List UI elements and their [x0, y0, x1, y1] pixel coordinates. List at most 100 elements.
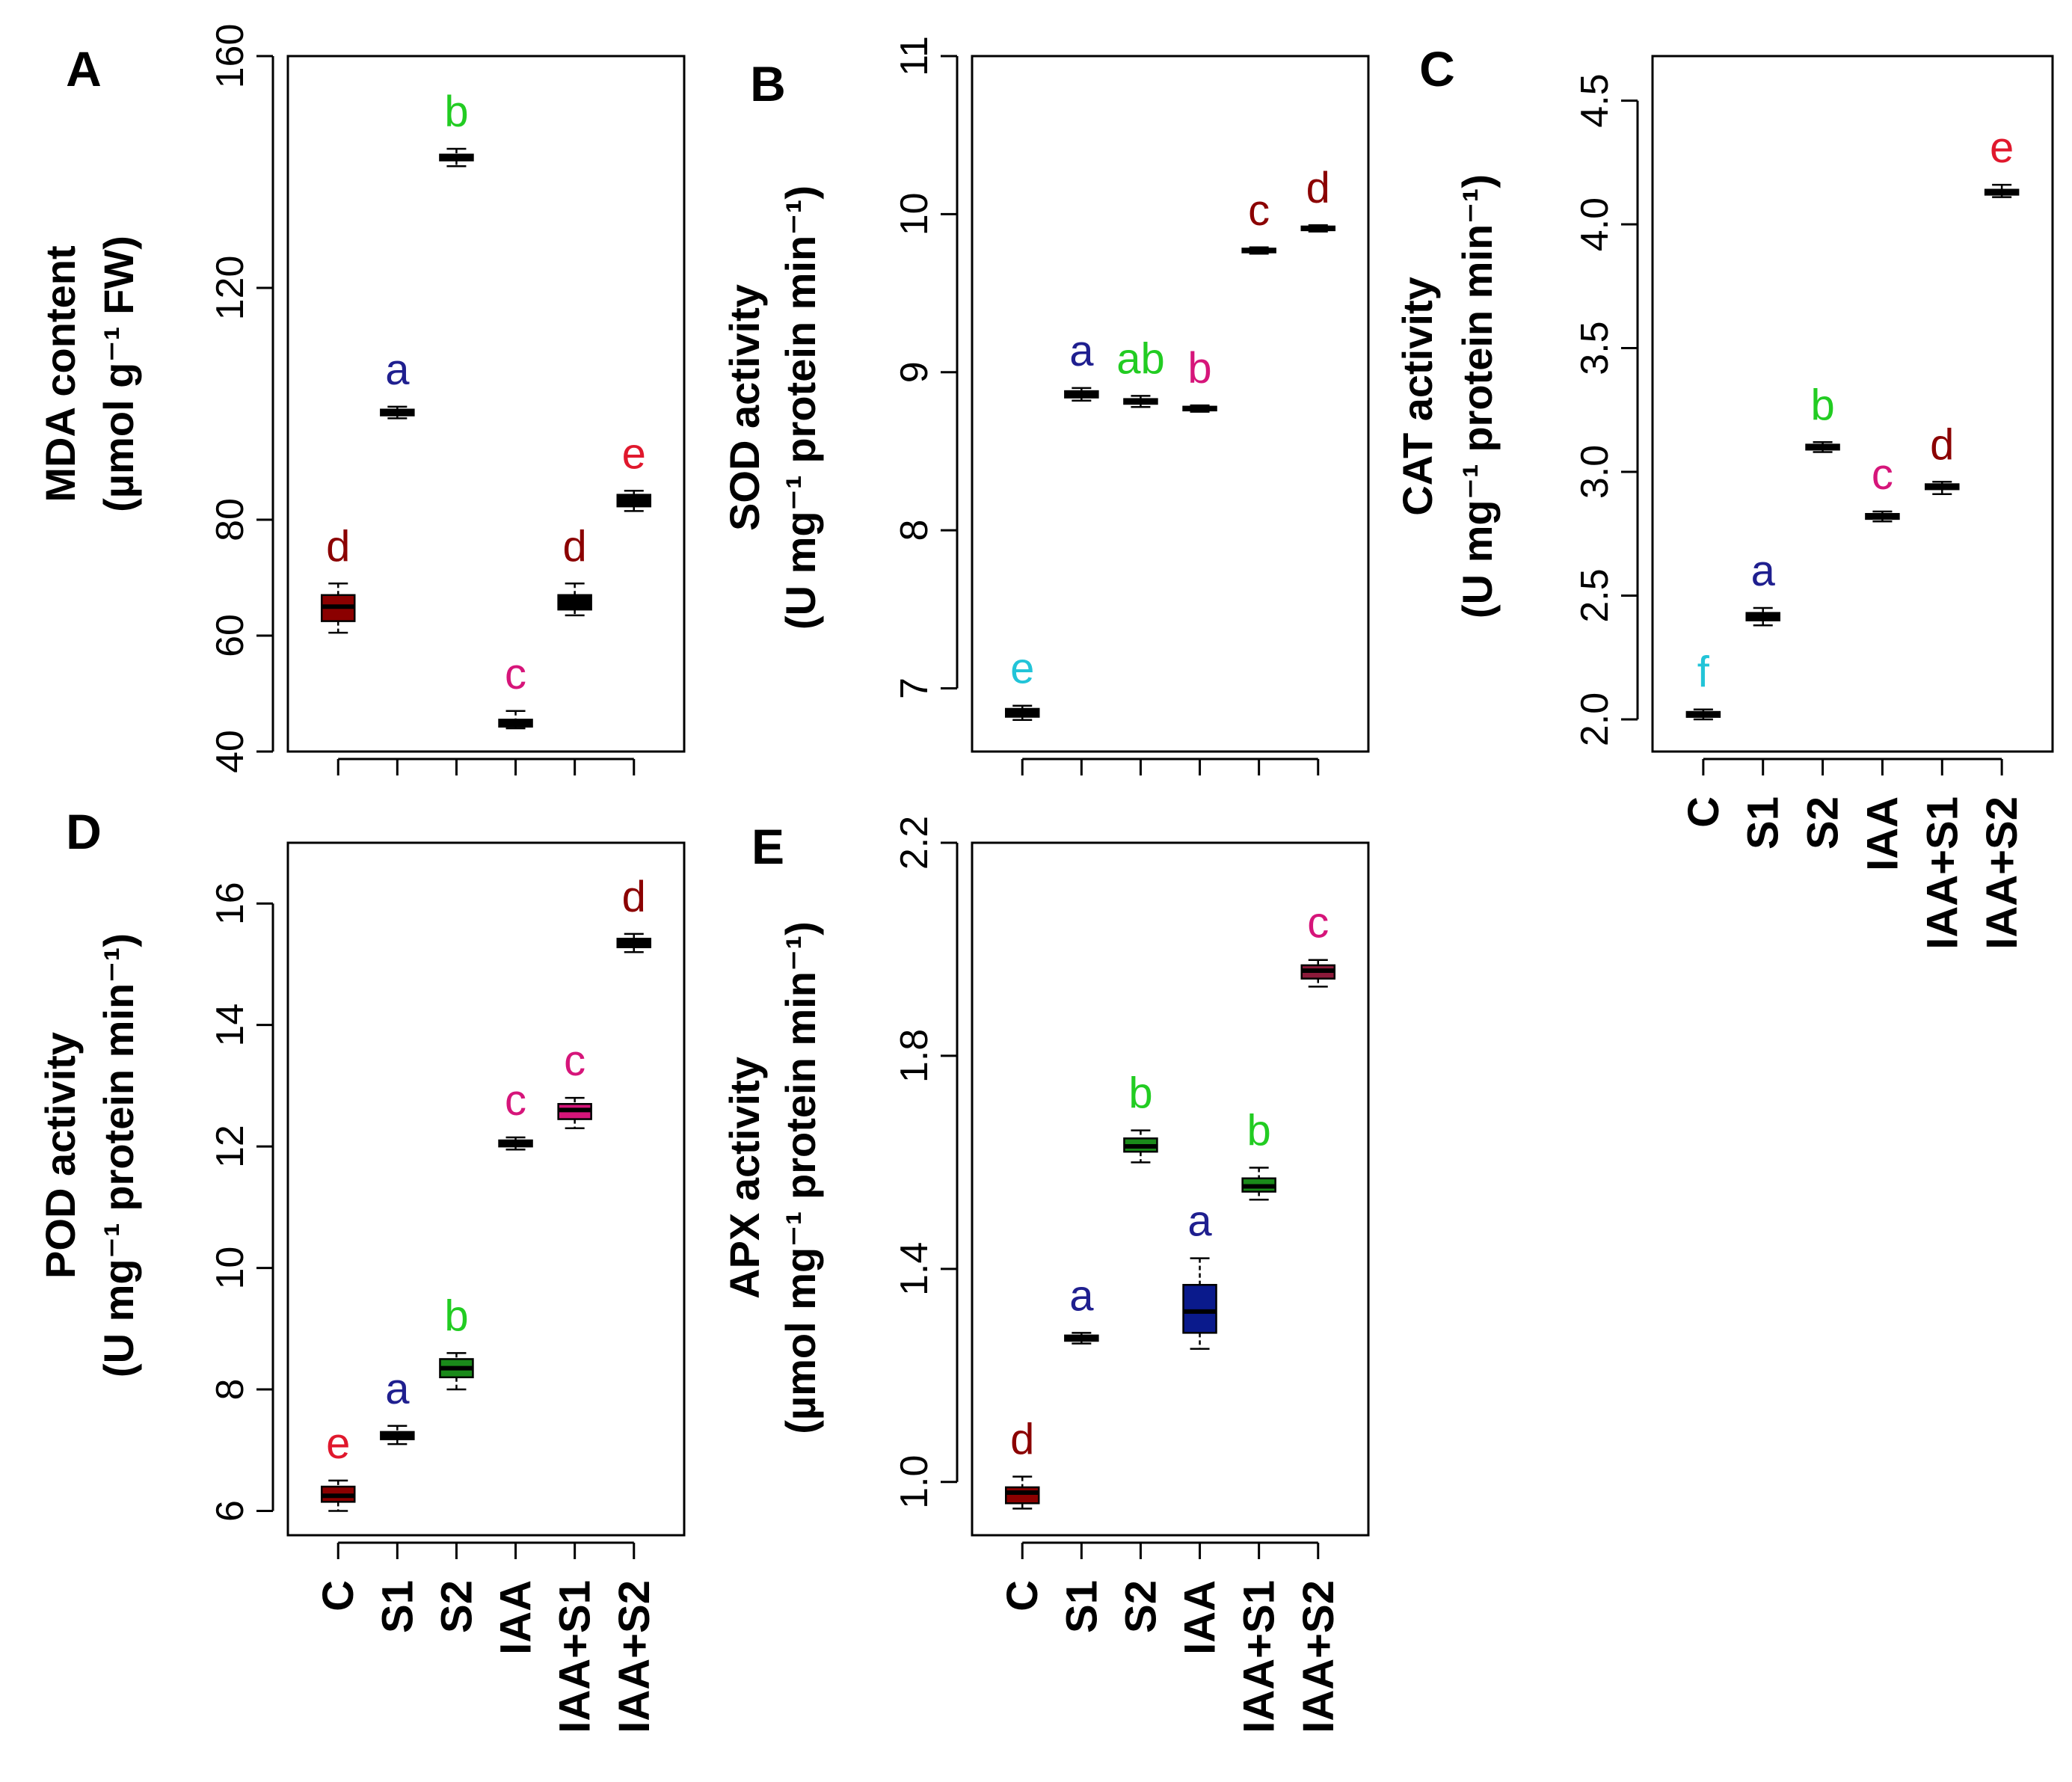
y-tick-label: 1.0 [893, 1455, 936, 1509]
x-category-label: C [998, 1580, 1047, 1612]
y-tick-label: 160 [209, 24, 252, 89]
x-category-label: IAA+S1 [1235, 1580, 1284, 1733]
y-axis-units: (µmol mg⁻¹ protein min⁻¹) [777, 921, 824, 1434]
box-iaa-s2: e [1984, 123, 2020, 198]
y-tick-label: 3.5 [1573, 321, 1617, 375]
box-s2: ab [1116, 334, 1165, 408]
y-tick-label: 16 [209, 882, 252, 925]
significance-letter: b [444, 87, 468, 136]
x-category-label: C [1679, 796, 1728, 828]
iqr-box [1182, 1283, 1217, 1334]
box-iaa-s1: c [557, 1036, 592, 1130]
significance-letter: d [1306, 164, 1330, 212]
box-iaa-s2: d [1300, 164, 1336, 233]
significance-letter: b [1128, 1069, 1152, 1118]
x-category-label: S1 [1739, 796, 1788, 849]
panel-e: E 1.0 1.4 1.8 2.2 APX activity (µmol mg⁻¹ prot… [721, 816, 1370, 1733]
y-tick-label: 10 [893, 192, 936, 236]
plot-frame [286, 55, 686, 753]
significance-letter: d [622, 873, 646, 921]
significance-letter: e [1010, 645, 1034, 693]
y-axis-units: (µmol g⁻¹ FW) [95, 236, 142, 512]
significance-letter: c [564, 1036, 585, 1085]
y-tick-label: 2.2 [893, 816, 936, 870]
box-iaa-s1: d [557, 522, 592, 617]
x-category-label: IAA+S2 [610, 1580, 659, 1733]
box-c: d [320, 522, 356, 634]
panel-a: A 40 60 80 120 160 MDA content (µmol g⁻¹ FW) d a b… [37, 24, 686, 775]
y-tick-label: 2.5 [1573, 568, 1617, 622]
y-tick-label: 4.0 [1573, 197, 1617, 251]
x-category-label: S2 [1799, 796, 1848, 849]
x-category-label: IAA [492, 1580, 541, 1655]
plot-frame [286, 841, 686, 1537]
significance-letter: d [1930, 420, 1954, 469]
box-s1: a [1064, 327, 1099, 402]
x-category-label: IAA+S2 [1294, 1580, 1343, 1733]
significance-letter: b [1247, 1107, 1271, 1155]
box-iaa-s1: d [1925, 420, 1960, 496]
box-iaa-s2: c [1300, 899, 1336, 988]
significance-letter: c [505, 1076, 526, 1125]
x-category-label: C [314, 1580, 363, 1612]
plot-frame [971, 55, 1370, 753]
box-iaa-s2: d [616, 873, 652, 953]
box-iaa-s2: e [616, 429, 652, 512]
panel-letter: B [750, 56, 786, 111]
y-tick-label: 4.5 [1573, 73, 1617, 127]
plot-frame [1651, 55, 2054, 753]
x-category-label: IAA+S2 [1978, 796, 2026, 950]
x-category-label: IAA+S1 [1918, 796, 1967, 950]
x-category-label: S1 [373, 1580, 422, 1633]
box-s2: b [1123, 1069, 1158, 1164]
y-tick-label: 60 [209, 614, 252, 657]
y-tick-label: 2.0 [1573, 692, 1617, 746]
y-axis-title: MDA content [37, 245, 84, 502]
x-category-label: S2 [432, 1580, 481, 1633]
y-tick-label: 1.4 [893, 1242, 936, 1296]
y-tick-label: 120 [209, 256, 252, 321]
y-tick-label: 6 [209, 1500, 252, 1522]
y-tick-label: 11 [893, 36, 936, 76]
significance-letter: d [1010, 1416, 1034, 1464]
x-category-label: S1 [1057, 1580, 1106, 1633]
iqr-box [1004, 1486, 1040, 1505]
y-axis-units: (U mg⁻¹ protein min⁻¹) [95, 933, 142, 1377]
significance-letter: ab [1116, 334, 1165, 383]
x-category-label: IAA+S1 [551, 1580, 600, 1733]
significance-letter: a [1187, 1197, 1212, 1246]
box-s1: a [380, 1365, 415, 1445]
panel-d: D 6 8 10 12 14 16 POD activity (U mg⁻¹ protein m… [37, 804, 686, 1733]
y-axis-units: (U mg⁻¹ protein min⁻¹) [1454, 174, 1501, 618]
significance-letter: d [563, 522, 587, 571]
y-tick-label: 7 [893, 678, 936, 699]
significance-letter: b [1810, 381, 1834, 429]
y-axis-title: POD activity [37, 1032, 84, 1279]
significance-letter: e [326, 1419, 350, 1468]
box-s2: b [439, 87, 474, 168]
x-category-label: IAA [1858, 796, 1907, 871]
significance-letter: c [505, 650, 526, 698]
panel-c: C 2.0 2.5 3.0 3.5 4.0 4.5 CAT activity (U mg⁻¹ p… [1394, 41, 2054, 950]
plot-frame [971, 841, 1370, 1537]
box-iaa: a [1182, 1197, 1217, 1350]
significance-letter: a [385, 345, 410, 394]
box-c: e [1004, 645, 1040, 721]
x-category-label: IAA [1176, 1580, 1225, 1655]
y-axis-title: CAT activity [1394, 277, 1441, 515]
box-c: e [320, 1419, 356, 1512]
box-s1: a [380, 345, 415, 420]
significance-letter: b [444, 1291, 468, 1340]
panel-letter: D [66, 804, 102, 859]
significance-letter: a [1069, 327, 1094, 375]
box-s1: a [1064, 1271, 1099, 1345]
panel-b: B 7 8 9 10 11 SOD activity (U mg⁻¹ protein min⁻… [721, 36, 1370, 775]
significance-letter: b [1187, 344, 1211, 393]
box-s2: b [1805, 381, 1840, 453]
significance-letter: a [1751, 547, 1776, 595]
panel-letter: A [66, 41, 102, 96]
significance-letter: e [622, 429, 646, 478]
box-s2: b [439, 1291, 474, 1391]
box-s1: a [1745, 547, 1780, 627]
